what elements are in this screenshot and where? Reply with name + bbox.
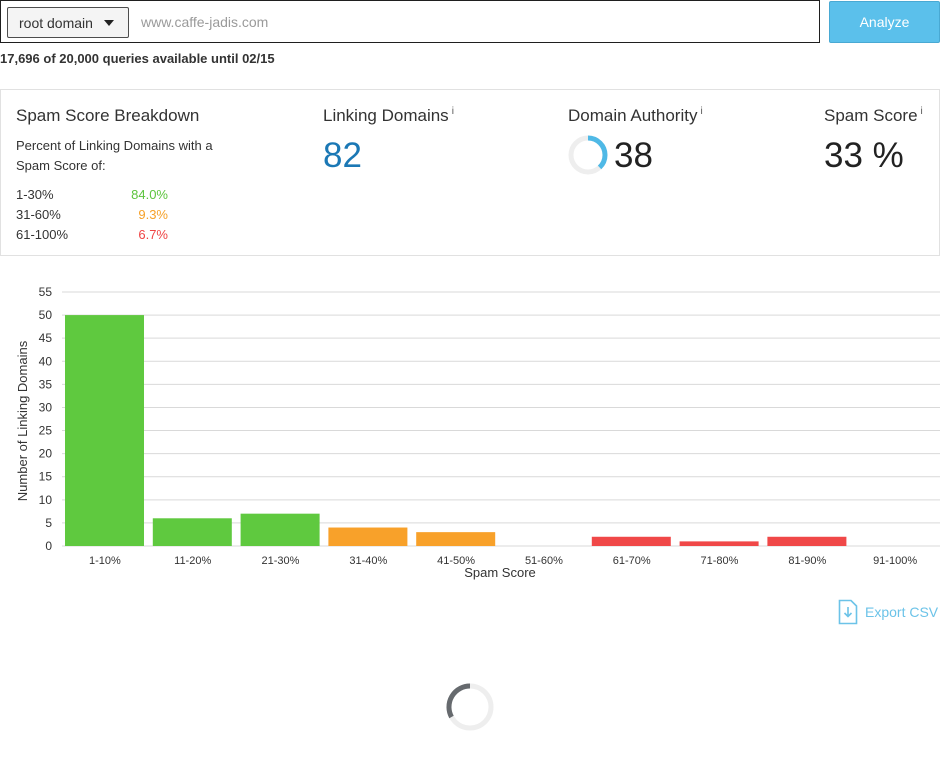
breakdown-percent: 9.3%: [138, 207, 168, 222]
info-icon[interactable]: i: [920, 106, 923, 118]
y-tick-label: 15: [39, 470, 53, 484]
x-tick-label: 81-90%: [788, 555, 826, 567]
y-tick-label: 10: [39, 493, 53, 507]
y-tick-label: 20: [39, 447, 53, 461]
linking-domains-title: Linking Domains i: [323, 106, 454, 126]
y-tick-label: 5: [45, 516, 52, 530]
breakdown-row: 61-100% 6.7%: [16, 227, 168, 245]
scope-select[interactable]: root domain: [7, 7, 129, 38]
metrics-panel: Spam Score Breakdown Percent of Linking …: [0, 89, 940, 256]
chart-bar[interactable]: [152, 518, 232, 546]
x-tick-label: 41-50%: [437, 555, 475, 567]
quota-text: 17,696 of 20,000 queries available until…: [0, 51, 275, 66]
caret-down-icon: [104, 20, 114, 26]
domain-authority-ring-icon: [568, 135, 608, 175]
chart-bar[interactable]: [591, 536, 671, 546]
x-axis-label: Spam Score: [464, 565, 536, 580]
breakdown-percent: 6.7%: [138, 227, 168, 242]
y-tick-label: 30: [39, 400, 53, 414]
export-csv-label: Export CSV: [865, 604, 939, 620]
breakdown-description: Percent of Linking Domains with a Spam S…: [16, 138, 213, 173]
scope-select-value: root domain: [19, 14, 93, 31]
y-tick-label: 50: [39, 308, 53, 322]
info-icon[interactable]: i: [700, 106, 703, 118]
y-axis-label: Number of Linking Domains: [15, 340, 30, 501]
chart-bar[interactable]: [65, 315, 144, 546]
breakdown-row: 31-60% 9.3%: [16, 207, 168, 225]
x-tick-label: 91-100%: [873, 555, 917, 567]
x-tick-label: 11-20%: [174, 555, 211, 567]
y-tick-label: 55: [39, 285, 53, 299]
breakdown-title: Spam Score Breakdown: [16, 106, 200, 125]
y-tick-label: 35: [39, 377, 53, 391]
y-tick-label: 0: [45, 539, 52, 553]
domain-authority-title: Domain Authority i: [568, 106, 703, 126]
chart-bar[interactable]: [679, 541, 759, 546]
domain-authority-value: 38: [614, 136, 653, 175]
spam-score-label: Spam Score: [824, 106, 918, 125]
loading-spinner-icon: [446, 683, 494, 731]
spam-score-value: 33 %: [824, 136, 904, 175]
breakdown-row: 1-30% 84.0%: [16, 187, 168, 205]
analyze-button[interactable]: Analyze: [829, 1, 940, 43]
domain-authority-label: Domain Authority: [568, 106, 698, 125]
x-tick-label: 51-60%: [525, 555, 563, 567]
x-tick-label: 21-30%: [262, 555, 300, 567]
breakdown-range: 1-30%: [16, 187, 54, 202]
chart-bar[interactable]: [328, 527, 408, 546]
url-input[interactable]: [141, 9, 801, 35]
breakdown-range: 31-60%: [16, 207, 61, 222]
x-tick-label: 61-70%: [613, 555, 651, 567]
y-tick-label: 40: [39, 354, 53, 368]
spam-score-chart: 0 5 10 15 20 25 30 35 40 45 50 55 1-10% 11-20% 21-30% 3…: [15, 285, 940, 580]
export-csv-button[interactable]: Export CSV: [838, 599, 938, 625]
spam-score-title: Spam Score i: [824, 106, 923, 126]
x-tick-label: 1-10%: [89, 555, 121, 567]
y-tick-label: 45: [39, 331, 53, 345]
breakdown-percent: 84.0%: [131, 187, 168, 202]
chart-bar[interactable]: [416, 532, 496, 546]
linking-domains-value: 82: [323, 136, 362, 175]
linking-domains-label: Linking Domains: [323, 106, 449, 125]
csv-file-download-icon: [838, 599, 858, 625]
chart-bar[interactable]: [767, 536, 847, 546]
search-bar: root domain: [0, 0, 820, 43]
info-icon[interactable]: i: [451, 106, 454, 118]
breakdown-range: 61-100%: [16, 227, 69, 242]
x-tick-label: 31-40%: [349, 555, 387, 567]
chart-bar[interactable]: [240, 513, 320, 546]
x-tick-label: 71-80%: [701, 555, 739, 567]
y-tick-label: 25: [39, 424, 53, 438]
